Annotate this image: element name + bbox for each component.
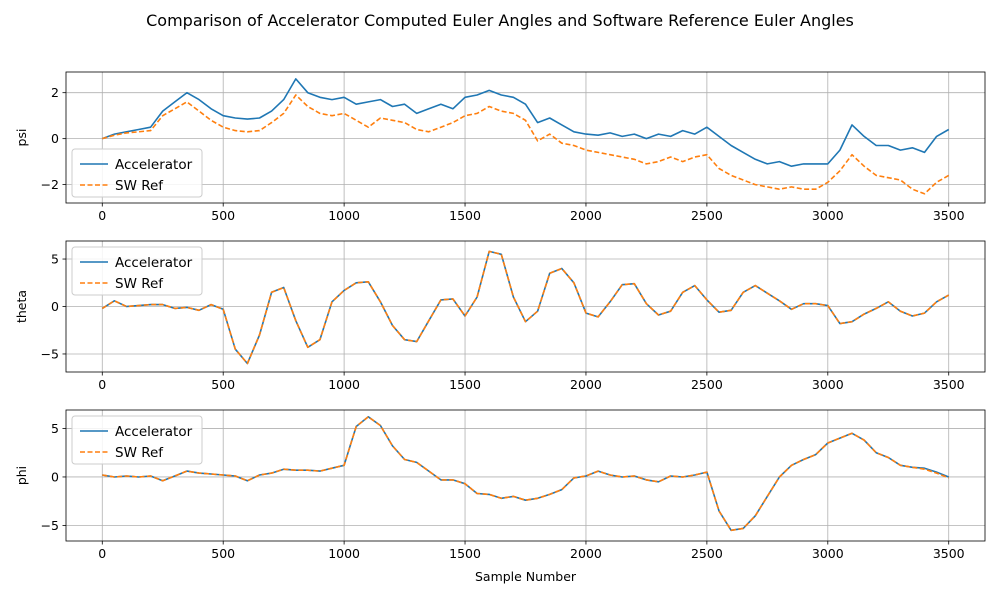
legend-label: Accelerator: [115, 424, 193, 440]
x-tick-label: 3000: [812, 546, 844, 561]
x-tick-label: 2500: [691, 208, 723, 223]
x-tick-label: 1500: [449, 377, 481, 392]
subplot-phi: 0 500 1000 1500 2000 2500 3000 3500 −5 0 5 phi Sampl…: [14, 409, 986, 584]
x-tick-label: 3500: [933, 546, 965, 561]
x-tick-label: 0: [98, 377, 106, 392]
x-tick-label: 1500: [449, 546, 481, 561]
subplot-psi: 0 500 1000 1500 2000 2500 3000 3500 −2 0 2 psi Accel…: [14, 71, 986, 223]
y-tick-label: 0: [51, 299, 59, 314]
x-axis-label: Sample Number: [475, 569, 577, 584]
y-tick-label: 0: [51, 131, 59, 146]
series-line-sw-ref: [101, 250, 950, 365]
legend: Accelerator SW Ref: [71, 148, 203, 198]
x-tick-label: 0: [98, 546, 106, 561]
x-tick-label: 3000: [812, 208, 844, 223]
series-line-sw-ref: [102, 415, 949, 532]
x-tick-label: 1000: [328, 208, 360, 223]
legend-label: SW Ref: [115, 178, 164, 194]
x-tick-label: 2500: [691, 546, 723, 561]
y-tick-label: −2: [41, 177, 59, 192]
legend-label: SW Ref: [115, 276, 164, 292]
x-tick-label: 2000: [570, 377, 602, 392]
y-tick-label: 5: [51, 252, 59, 267]
axes-frame: [65, 71, 986, 204]
y-tick-label: 5: [51, 421, 59, 436]
x-tick-label: 2000: [570, 546, 602, 561]
x-tick-label: 500: [211, 208, 235, 223]
legend-label: Accelerator: [115, 157, 193, 173]
y-axis-label: theta: [14, 290, 29, 323]
series-line-accelerator: [101, 250, 950, 365]
x-tick-label: 3500: [933, 377, 965, 392]
legend: Accelerator SW Ref: [71, 246, 203, 296]
figure-title: Comparison of Accelerator Computed Euler…: [146, 11, 854, 30]
x-tick-label: 500: [211, 377, 235, 392]
legend-label: SW Ref: [115, 445, 164, 461]
y-tick-label: −5: [41, 346, 59, 361]
subplots-container: 0 500 1000 1500 2000 2500 3000 3500−202psiAccel…: [14, 71, 986, 584]
y-tick-label: 0: [51, 469, 59, 484]
x-tick-label: 3500: [933, 208, 965, 223]
x-tick-label: 2500: [691, 377, 723, 392]
y-tick-label: 2: [51, 85, 59, 100]
axes-frame: [65, 409, 986, 542]
series-line-accelerator: [102, 78, 950, 167]
y-axis-label: psi: [14, 129, 29, 147]
x-tick-label: 1500: [449, 208, 481, 223]
series-line-accelerator: [102, 415, 950, 532]
x-tick-label: 500: [211, 546, 235, 561]
y-axis-label: phi: [14, 466, 29, 485]
y-tick-label: −5: [41, 518, 59, 533]
legend: Accelerator SW Ref: [71, 415, 203, 465]
subplot-theta: 0 500 1000 1500 2000 2500 3000 3500 −5 0 5 theta Acc…: [14, 240, 986, 392]
x-tick-label: 0: [98, 208, 106, 223]
x-tick-label: 3000: [812, 377, 844, 392]
x-tick-label: 2000: [570, 208, 602, 223]
x-tick-label: 1000: [328, 377, 360, 392]
series-line-sw-ref: [102, 94, 950, 195]
x-tick-label: 1000: [328, 546, 360, 561]
legend-label: Accelerator: [115, 255, 193, 271]
